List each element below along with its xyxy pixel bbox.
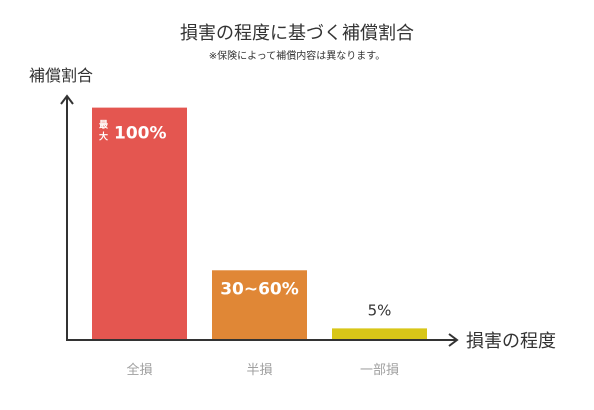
x-axis-arrow: [448, 333, 459, 347]
y-axis-label: 補償割合: [29, 66, 93, 85]
chart-title: 損害の程度に基づく補償割合: [180, 23, 414, 44]
max-prefix-label: 大: [99, 131, 108, 143]
bar-value-label: 100%: [114, 124, 167, 144]
max-prefix-label: 最: [99, 119, 109, 131]
x-tick-label: 一部損: [360, 363, 399, 378]
bar-3: [332, 328, 427, 340]
x-axis-label: 損害の程度: [466, 331, 556, 352]
x-tick-label: 半損: [246, 363, 272, 378]
x-tick-label: 全損: [126, 362, 152, 378]
chart-subtitle: ※保険によって補償内容は異なります。: [209, 49, 386, 62]
x-tick-labels: 全損 半損 一部損: [126, 362, 399, 378]
bars-group: [92, 107, 427, 340]
value-labels: 最大 100% 30~60% 5%: [99, 119, 391, 320]
bar-value-label: 30~60%: [220, 279, 299, 299]
bar-value-label: 5%: [368, 301, 392, 319]
y-axis-arrow: [60, 94, 74, 105]
bar-2: [212, 270, 307, 340]
bar-1: [92, 107, 187, 340]
